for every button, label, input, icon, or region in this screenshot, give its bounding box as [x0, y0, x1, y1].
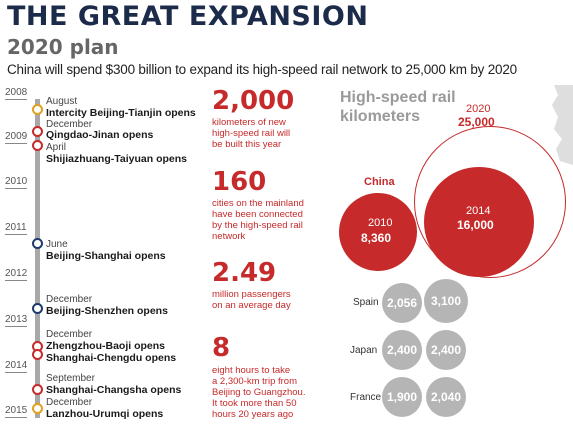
bubble-title-line: kilometers: [340, 108, 421, 125]
bubble-spain-2014: 3,100: [424, 279, 468, 323]
bubble-france-2014: 2,040: [426, 377, 466, 417]
page-title: THE GREAT EXPANSION: [7, 1, 369, 32]
bubble-year-2014: 2014: [466, 205, 491, 217]
year-label: 2009: [5, 131, 28, 142]
stat-value: 8: [212, 333, 231, 363]
stat-text-line: It took more than 50: [212, 398, 297, 409]
event-month: December: [46, 329, 93, 340]
bubble-japan-2014: 2,400: [426, 330, 466, 370]
event-month: December: [46, 119, 93, 130]
year-tick: [5, 280, 27, 281]
stat-text-line: have been connected: [212, 209, 303, 220]
china-map-icon: [552, 85, 573, 165]
event-name: Beijing-Shanghai opens: [46, 250, 166, 262]
timeline-dot: [32, 238, 43, 249]
stat-value: 160: [212, 167, 267, 197]
bubble-china-2020: [414, 126, 566, 278]
page-subtitle: 2020 plan: [7, 35, 119, 59]
stat-value: 2.49: [212, 258, 277, 288]
bubble-title-line: High-speed rail: [340, 89, 456, 106]
bubble-spain-2010: 2,056: [382, 283, 422, 323]
event-name: Beijing-Shenzhen opens: [46, 305, 168, 317]
bubble-year-2010: 2010: [368, 217, 393, 229]
timeline-dot: [32, 140, 43, 151]
event-month: September: [46, 373, 95, 384]
bubble-value-2010: 8,360: [361, 231, 392, 245]
bubble-value-2020: 25,000: [458, 115, 495, 129]
year-label: 2012: [5, 268, 28, 279]
year-tick: [5, 188, 27, 189]
page-description: China will spend $300 billion to expand …: [7, 62, 517, 77]
year-label: 2013: [5, 314, 28, 325]
event-name: Qingdao-Jinan opens: [46, 129, 154, 141]
event-month: April: [46, 142, 67, 153]
event-name: Lanzhou-Urumqi opens: [46, 408, 164, 420]
event-name: Zhengzhou-Baoji opens: [46, 340, 165, 352]
country-label: Japan: [350, 345, 378, 356]
event-month: December: [46, 397, 93, 408]
event-name: Shanghai-Chengdu opens: [46, 352, 177, 364]
year-tick: [5, 326, 27, 327]
year-label: 2008: [5, 87, 28, 98]
timeline-dot: [32, 384, 43, 395]
year-label: 2010: [5, 176, 28, 187]
timeline-dot: [32, 403, 43, 414]
year-tick: [5, 234, 27, 235]
timeline-dot: [32, 126, 43, 137]
timeline-dot: [32, 303, 43, 314]
year-tick: [5, 417, 27, 418]
country-label: France: [350, 392, 382, 403]
event-month: December: [46, 294, 93, 305]
country-label: Spain: [353, 297, 379, 308]
year-label: 2015: [5, 405, 28, 416]
timeline-dot: [32, 104, 43, 115]
event-name: Shanghai-Changsha opens: [46, 384, 182, 396]
bubble-title: High-speed rail kilometers: [340, 88, 456, 126]
stat-text-line: cities on the mainland: [212, 198, 304, 209]
china-label: China: [364, 176, 395, 188]
timeline-line: [35, 99, 40, 418]
stat-value: 2,000: [212, 86, 295, 116]
bubble-year-2020: 2020: [466, 103, 491, 115]
year-tick: [5, 99, 27, 100]
bubble-value-2014: 16,000: [457, 218, 494, 232]
bubble-japan-2010: 2,400: [382, 330, 422, 370]
bubble-china-2014: [424, 167, 534, 277]
stat-text-line: high-speed rail will: [212, 128, 291, 139]
stat-text-line: hours 20 years ago: [212, 409, 294, 420]
stat-text-line: network: [212, 231, 246, 242]
stat-text-line: on an average day: [212, 300, 291, 311]
stat-text-line: be built this year: [212, 139, 282, 150]
year-label: 2011: [5, 222, 27, 233]
event-name: Intercity Beijing-Tianjin opens: [46, 107, 196, 119]
year-label: 2014: [5, 360, 28, 371]
timeline-dot: [32, 349, 43, 360]
stat-text-line: eight hours to take: [212, 365, 291, 376]
stat-text-line: kilometers of new: [212, 117, 286, 128]
stat-text-line: million passengers: [212, 289, 291, 300]
event-month: August: [46, 96, 78, 107]
stat-text-line: a 2,300-km trip from: [212, 376, 297, 387]
event-name: Shijiazhuang-Taiyuan opens: [46, 153, 187, 165]
event-month: June: [46, 239, 68, 250]
stat-text-line: by the high-speed rail: [212, 220, 303, 231]
bubble-france-2010: 1,900: [382, 377, 422, 417]
bubble-china-2010: [339, 193, 417, 271]
year-tick: [5, 143, 27, 144]
stat-text-line: Beijing to Guangzhou.: [212, 387, 306, 398]
year-tick: [5, 372, 27, 373]
